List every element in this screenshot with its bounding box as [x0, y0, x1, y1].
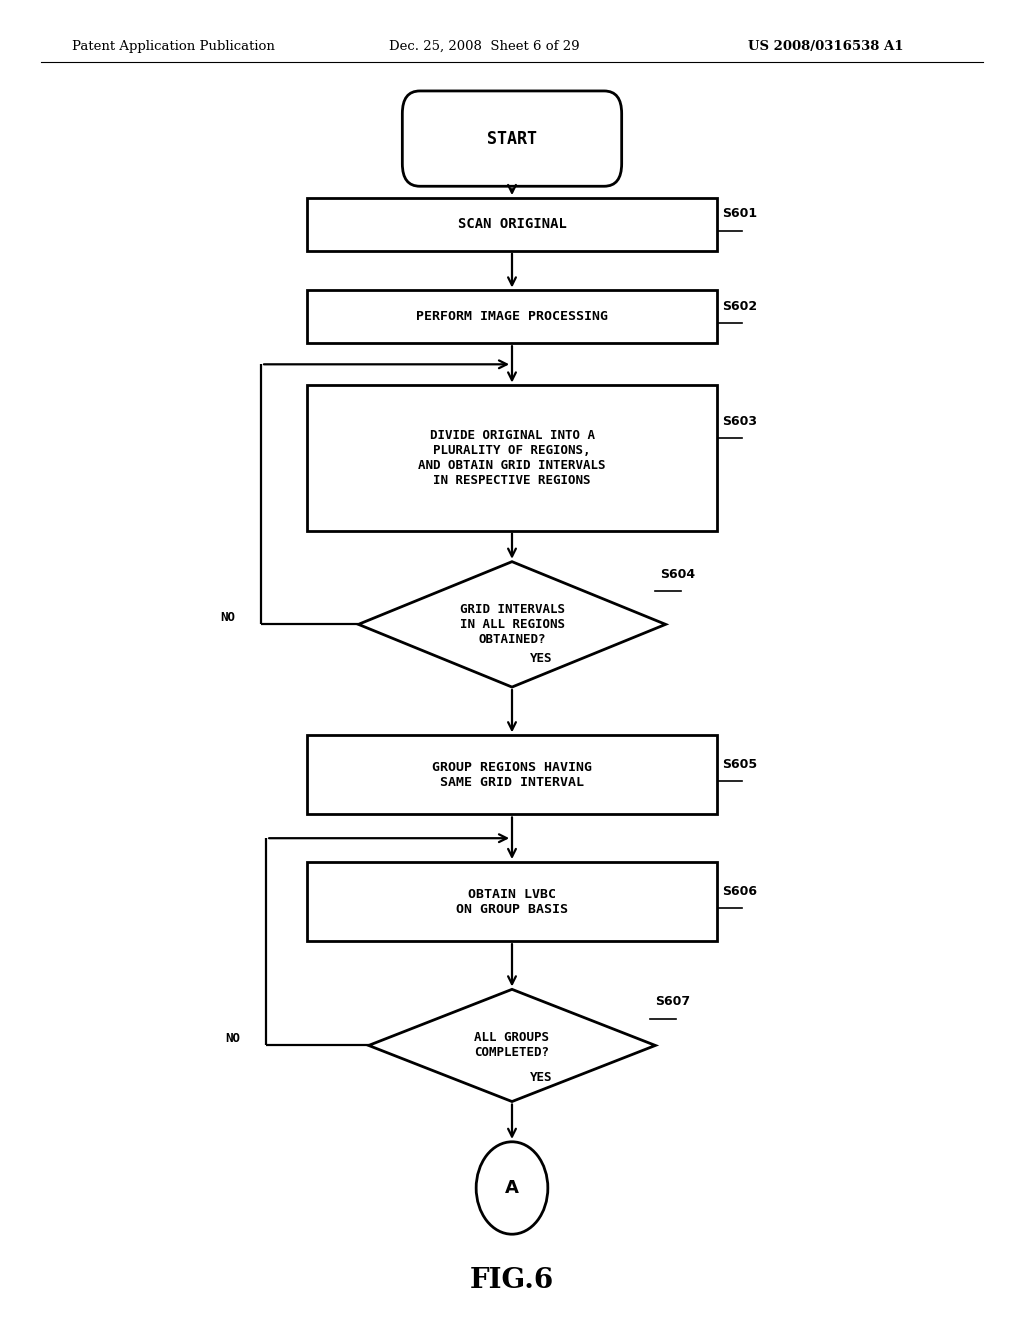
Polygon shape	[358, 562, 666, 686]
Text: S603: S603	[722, 414, 757, 428]
Text: START: START	[487, 129, 537, 148]
Text: GRID INTERVALS
IN ALL REGIONS
OBTAINED?: GRID INTERVALS IN ALL REGIONS OBTAINED?	[460, 603, 564, 645]
Bar	[307, 385, 717, 531]
Text: S607: S607	[655, 995, 690, 1008]
FancyBboxPatch shape	[402, 91, 622, 186]
Bar	[307, 735, 717, 814]
Text: S605: S605	[722, 758, 757, 771]
Text: YES: YES	[530, 1072, 553, 1084]
Bar	[307, 290, 717, 343]
Bar	[307, 862, 717, 941]
Text: Patent Application Publication: Patent Application Publication	[72, 40, 274, 53]
Text: S604: S604	[660, 568, 695, 581]
Polygon shape	[369, 990, 655, 1101]
Text: OBTAIN LVBC
ON GROUP BASIS: OBTAIN LVBC ON GROUP BASIS	[456, 887, 568, 916]
Text: US 2008/0316538 A1: US 2008/0316538 A1	[748, 40, 903, 53]
Bar	[307, 198, 717, 251]
Text: SCAN ORIGINAL: SCAN ORIGINAL	[458, 218, 566, 231]
Text: S602: S602	[722, 300, 757, 313]
Text: NO: NO	[225, 1032, 241, 1045]
Circle shape	[476, 1142, 548, 1234]
Text: S606: S606	[722, 884, 757, 898]
Text: PERFORM IMAGE PROCESSING: PERFORM IMAGE PROCESSING	[416, 310, 608, 323]
Text: S601: S601	[722, 207, 757, 220]
Text: FIG.6: FIG.6	[470, 1267, 554, 1294]
Text: Dec. 25, 2008  Sheet 6 of 29: Dec. 25, 2008 Sheet 6 of 29	[389, 40, 580, 53]
Text: A: A	[505, 1179, 519, 1197]
Text: GROUP REGIONS HAVING
SAME GRID INTERVAL: GROUP REGIONS HAVING SAME GRID INTERVAL	[432, 760, 592, 789]
Text: NO: NO	[220, 611, 236, 624]
Text: ALL GROUPS
COMPLETED?: ALL GROUPS COMPLETED?	[474, 1031, 550, 1060]
Text: DIVIDE ORIGINAL INTO A
PLURALITY OF REGIONS,
AND OBTAIN GRID INTERVALS
IN RESPEC: DIVIDE ORIGINAL INTO A PLURALITY OF REGI…	[418, 429, 606, 487]
Text: YES: YES	[530, 652, 553, 664]
